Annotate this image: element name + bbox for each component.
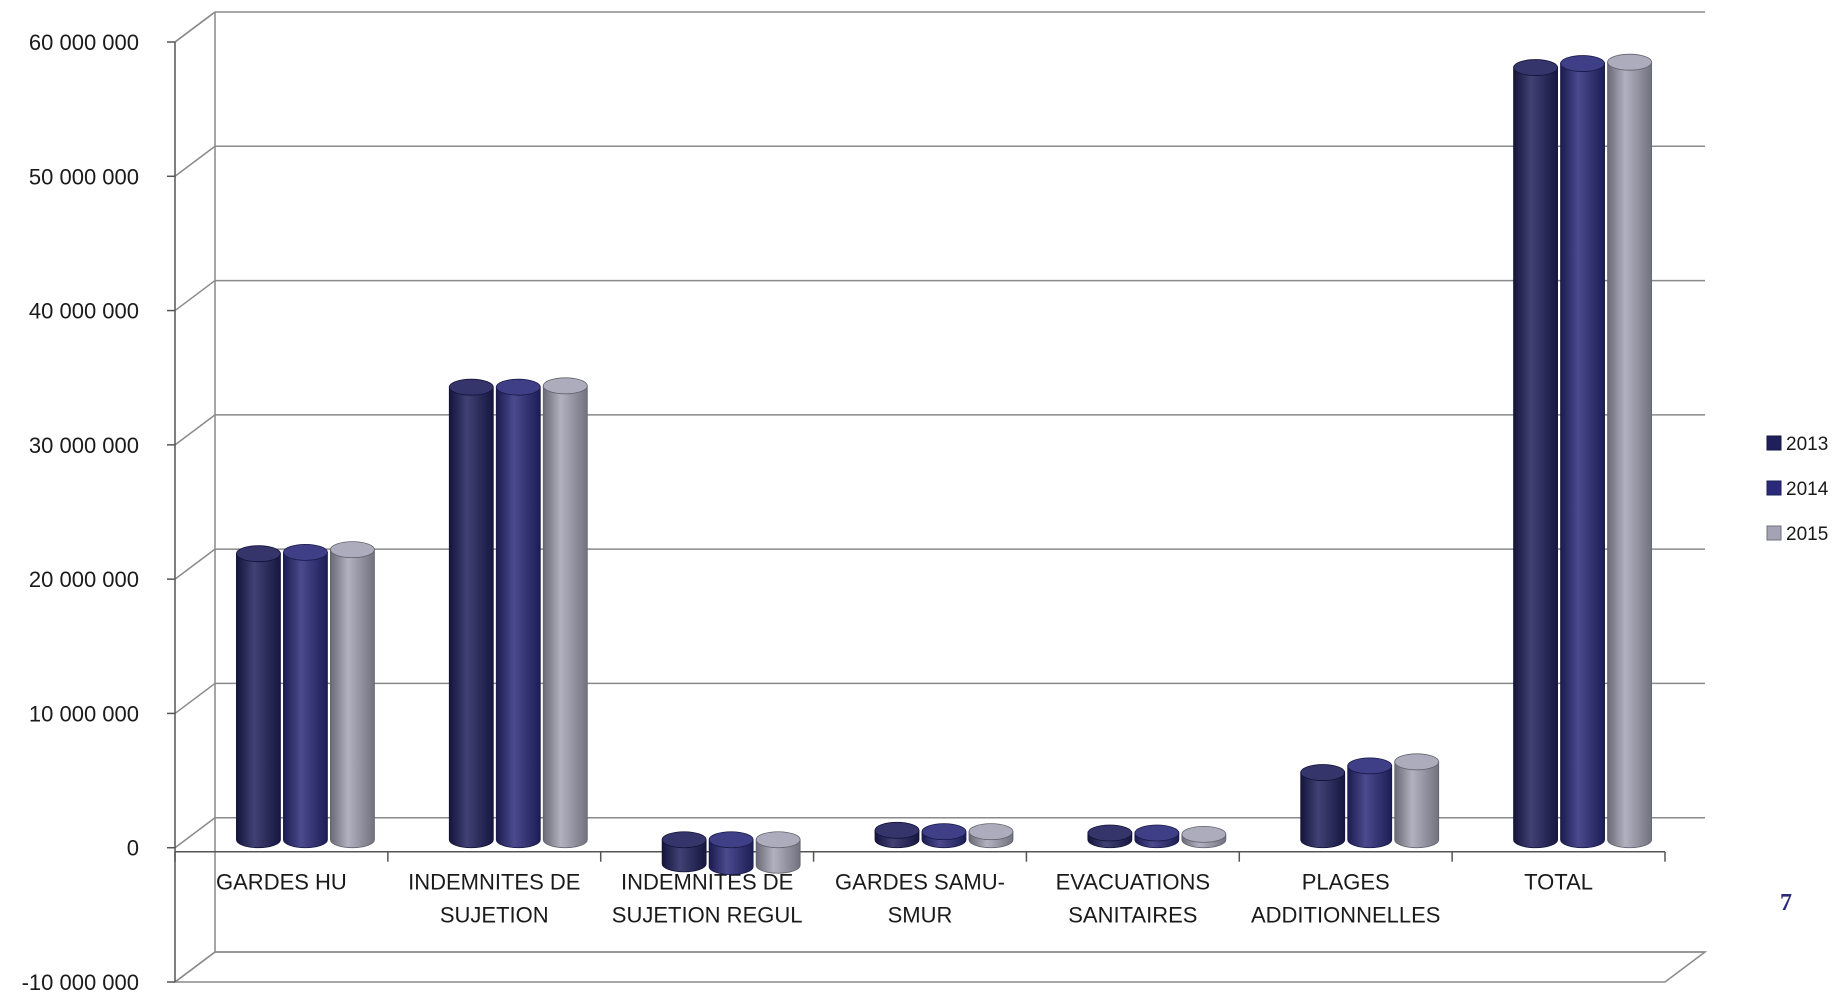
x-category-label: SUJETION (440, 903, 549, 928)
legend-swatch-2013 (1766, 435, 1782, 451)
bar-2013-1 (448, 378, 494, 849)
legend-swatch-2014 (1766, 480, 1782, 496)
y-tick-label: 0 (127, 836, 139, 861)
y-tick-label: 50 000 000 (29, 164, 139, 189)
bar-2015-3 (968, 823, 1014, 849)
bar-2015-4 (1181, 825, 1227, 849)
y-tick-label: -10 000 000 (22, 970, 139, 993)
bar-2013-2 (661, 831, 707, 873)
bar-2015-1 (542, 377, 588, 849)
gridline-depth (174, 11, 216, 43)
gridline-depth (174, 682, 216, 715)
bar-2014-6 (1560, 55, 1605, 849)
x-category-label: EVACUATIONS (1056, 870, 1210, 895)
bar-2015-0 (330, 541, 375, 849)
gridline-depth (174, 548, 216, 580)
legend-swatch-2015 (1766, 525, 1782, 541)
x-axis: GARDES HU INDEMNITES DE SUJETION INDEMNITES… (174, 850, 1666, 928)
x-category-label: GARDES HU (216, 870, 347, 895)
bar-2014-0 (283, 543, 328, 849)
x-category-label: SUJETION REGUL (612, 903, 803, 928)
x-category-label: ADDITIONNELLES (1251, 903, 1441, 928)
bar-2013-3 (874, 821, 920, 849)
bars (236, 53, 1652, 875)
legend-label-2015: 2015 (1786, 524, 1828, 545)
gridline-depth (174, 279, 216, 312)
y-tick-label: 20 000 000 (29, 567, 139, 592)
y-axis: -10 000 000 0 10 000 000 20 000 000 30 000 0… (22, 30, 176, 993)
bar-2013-5 (1300, 764, 1346, 849)
bar-2015-2 (755, 831, 801, 874)
x-category-label: PLAGES (1302, 870, 1390, 895)
bar-2014-5 (1347, 757, 1393, 849)
gridline-depth (174, 145, 216, 177)
bar-2014-2 (708, 831, 754, 875)
floor (172, 951, 1708, 983)
bar-2015-5 (1394, 753, 1440, 849)
y-tick-label: 40 000 000 (29, 299, 139, 324)
gridline-depth (174, 414, 216, 446)
y-tick-label: 30 000 000 (29, 433, 139, 458)
x-category-label: SMUR (888, 903, 953, 928)
bar-2014-4 (1134, 824, 1180, 849)
legend-label-2014: 2014 (1786, 479, 1829, 500)
bar-2014-3 (921, 823, 967, 849)
legend-label-2013: 2013 (1786, 434, 1828, 455)
y-tick-label: 10 000 000 (29, 701, 139, 726)
bar-2014-1 (495, 378, 541, 849)
page-number: 7 (1780, 890, 1792, 916)
x-category-label: INDEMNITES DE (408, 870, 580, 895)
gridline-depth (174, 951, 216, 983)
x-category-label: SANITAIRES (1068, 903, 1197, 928)
x-category-label: GARDES SAMU- (835, 870, 1005, 895)
legend: 2013 2014 2015 (1766, 434, 1829, 545)
bar-2013-4 (1087, 824, 1133, 849)
x-category-label: TOTAL (1524, 870, 1593, 895)
bar-2015-6 (1607, 53, 1652, 849)
y-tick-label: 60 000 000 (29, 30, 139, 55)
gridline-depth (174, 817, 216, 849)
x-category-label: INDEMNITES DE (621, 870, 793, 895)
bar-2013-0 (236, 545, 281, 849)
bar-2013-6 (1513, 59, 1558, 849)
